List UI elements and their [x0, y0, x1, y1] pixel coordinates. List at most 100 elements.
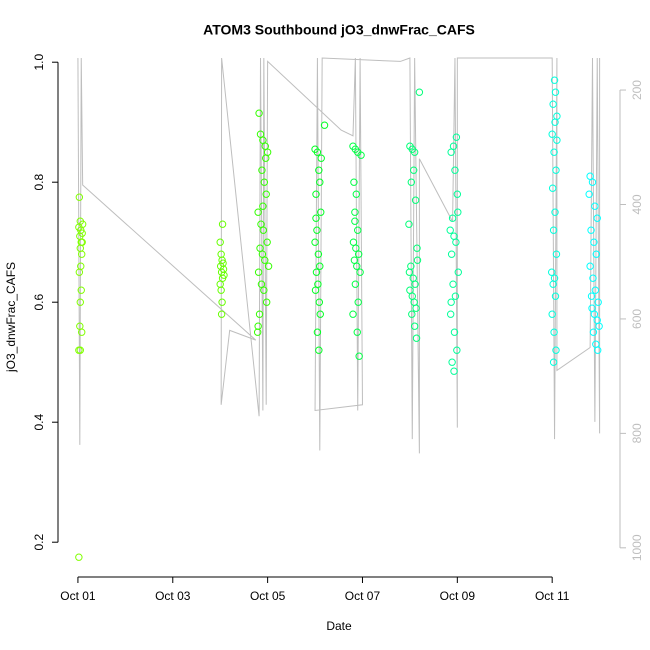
point	[255, 109, 263, 117]
point	[260, 178, 269, 186]
point	[550, 76, 559, 84]
point	[254, 322, 262, 330]
point	[259, 202, 267, 210]
point	[76, 298, 84, 306]
point	[259, 226, 268, 234]
point	[262, 190, 270, 198]
y-axis-label: jO3_dnwFrac_CAFS	[4, 262, 18, 373]
point	[594, 346, 602, 354]
point	[448, 358, 456, 366]
point	[350, 178, 358, 186]
point	[452, 133, 461, 141]
point	[258, 166, 266, 174]
y2-tick-label: 800	[630, 423, 644, 443]
point	[76, 346, 84, 354]
x-tick-label: Oct 05	[250, 589, 286, 603]
point	[552, 250, 561, 258]
point	[78, 250, 86, 258]
point	[316, 178, 324, 186]
point	[405, 220, 413, 228]
x-tick-label: Oct 11	[535, 589, 570, 603]
point	[75, 193, 84, 201]
point	[550, 328, 558, 336]
point	[357, 151, 365, 159]
point	[548, 268, 556, 276]
point	[313, 148, 322, 156]
point	[408, 292, 416, 300]
x-tick-label: Oct 09	[440, 589, 476, 603]
point	[216, 280, 224, 288]
point	[77, 286, 85, 294]
y2-tick-label: 600	[630, 309, 644, 329]
point	[410, 298, 418, 306]
point	[454, 268, 462, 276]
point	[552, 166, 560, 174]
point	[78, 220, 87, 228]
point	[411, 196, 420, 204]
point	[594, 298, 602, 306]
point	[315, 298, 324, 306]
point	[264, 262, 273, 270]
point	[451, 166, 459, 174]
point	[261, 256, 269, 264]
point	[453, 190, 462, 198]
point	[314, 250, 323, 258]
point	[549, 280, 557, 288]
point	[313, 328, 322, 336]
point	[317, 154, 325, 162]
point	[255, 310, 264, 318]
point	[591, 202, 599, 210]
y2-tick-label: 400	[630, 194, 644, 214]
point	[263, 238, 271, 246]
y-tick-label: 0.6	[32, 294, 46, 311]
point	[415, 88, 424, 96]
point	[352, 190, 361, 198]
point	[552, 346, 560, 354]
point	[409, 166, 418, 174]
point	[78, 238, 86, 246]
y-tick-label: 0.2	[32, 534, 46, 551]
point	[349, 238, 358, 246]
y2-tick-label: 1000	[630, 534, 644, 561]
y-tick-label: 0.4	[32, 414, 46, 431]
point	[446, 226, 454, 234]
point	[262, 154, 270, 162]
point	[590, 310, 599, 318]
point	[449, 280, 457, 288]
point	[354, 298, 362, 306]
point	[75, 553, 83, 561]
point	[548, 130, 556, 138]
point	[586, 172, 594, 180]
x-tick-label: Oct 01	[60, 589, 96, 603]
point	[217, 286, 225, 294]
point	[78, 229, 86, 237]
point	[313, 226, 321, 234]
point	[262, 298, 271, 306]
x-axis-label: Date	[326, 619, 352, 633]
point	[587, 292, 596, 300]
point	[316, 262, 324, 270]
point	[410, 322, 419, 330]
point	[549, 358, 558, 366]
x-tick-label: Oct 07	[345, 589, 381, 603]
point	[312, 190, 320, 198]
point	[218, 298, 226, 306]
point	[589, 274, 597, 282]
point	[412, 304, 420, 312]
point	[446, 310, 455, 318]
point	[315, 166, 323, 174]
chart-title: ATOM3 Southbound jO3_dnwFrac_CAFS	[203, 22, 475, 38]
point	[413, 256, 422, 264]
point	[590, 238, 598, 246]
point	[453, 346, 461, 354]
y2-tick-label: 200	[630, 80, 644, 100]
point	[311, 286, 320, 294]
point	[553, 136, 561, 144]
y-tick-label: 0.8	[32, 174, 46, 191]
point	[589, 328, 598, 336]
point	[593, 214, 601, 222]
point	[253, 328, 262, 336]
point	[311, 238, 319, 246]
